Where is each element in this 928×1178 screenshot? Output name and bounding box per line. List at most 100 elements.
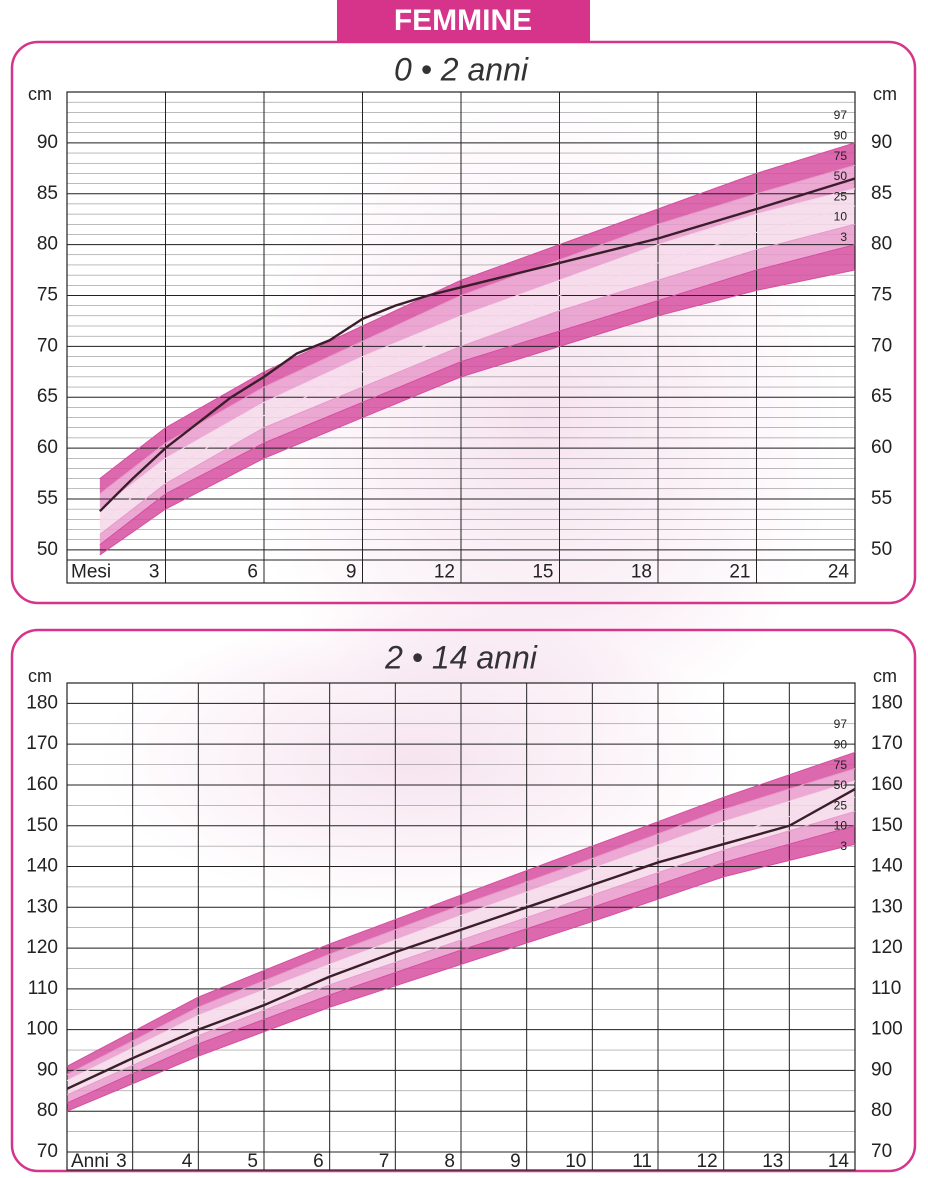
- y-tick-label: 65: [37, 386, 58, 407]
- plot-border: [66, 91, 856, 584]
- plot-border: [66, 682, 856, 1171]
- y-tick-label: 120: [26, 937, 58, 958]
- y-tick-label-right: 70: [871, 335, 892, 356]
- y-tick-label: 140: [26, 856, 58, 877]
- y-tick-label-right: 85: [871, 183, 892, 204]
- x-axis-label: Mesi: [71, 562, 111, 583]
- percentile-line: [66, 810, 856, 1096]
- x-tick-label: 18: [631, 562, 652, 583]
- y-unit-right: cm: [873, 666, 897, 686]
- measurement-line: [66, 787, 856, 1090]
- x-tick-label: 12: [697, 1151, 718, 1172]
- y-tick-label: 110: [28, 978, 58, 999]
- y-tick-label-right: 160: [871, 774, 903, 795]
- percentile-line: [99, 164, 856, 495]
- percentile-band: [99, 142, 856, 494]
- x-tick-label: 21: [729, 562, 750, 583]
- percentile-band: [99, 205, 856, 535]
- y-tick-label-right: 170: [871, 733, 903, 754]
- y-tick-label: 70: [37, 1141, 58, 1162]
- y-unit: cm: [28, 84, 52, 104]
- y-tick-label-right: 70: [871, 1141, 892, 1162]
- percentile-label: 90: [834, 128, 848, 142]
- header-title: FEMMINE: [394, 4, 532, 37]
- y-tick-label-right: 180: [871, 692, 903, 713]
- y-tick-label-right: 120: [871, 937, 903, 958]
- percentile-label: 90: [834, 737, 848, 751]
- y-tick-label: 180: [26, 692, 58, 713]
- percentile-label: 50: [834, 169, 848, 183]
- background-photo: [100, 610, 740, 910]
- y-tick-label: 80: [37, 1100, 58, 1121]
- y-unit-right: cm: [873, 84, 897, 104]
- y-tick-label: 170: [26, 733, 58, 754]
- y-tick-label-right: 65: [871, 386, 892, 407]
- y-tick-label-right: 90: [871, 1059, 892, 1080]
- percentile-line: [99, 205, 856, 523]
- percentile-band: [99, 224, 856, 545]
- x-tick-label: 7: [379, 1151, 390, 1172]
- y-tick-label: 85: [37, 183, 58, 204]
- percentile-label: 75: [834, 149, 848, 163]
- chart-title: 0 • 2 anni: [394, 51, 529, 87]
- y-tick-label: 60: [37, 437, 58, 458]
- x-tick-label: 11: [632, 1151, 652, 1172]
- x-tick-label: 9: [346, 562, 357, 583]
- x-tick-label: 3: [116, 1151, 127, 1172]
- y-tick-label: 90: [37, 132, 58, 153]
- percentile-line: [66, 780, 856, 1082]
- y-tick-label: 150: [26, 815, 58, 836]
- y-tick-label: 75: [37, 284, 58, 305]
- x-tick-label: 6: [247, 562, 258, 583]
- y-tick-label-right: 75: [871, 284, 892, 305]
- percentile-label: 50: [834, 778, 848, 792]
- y-tick-label-right: 60: [871, 437, 892, 458]
- y-tick-label-right: 55: [871, 488, 892, 509]
- percentile-label: 25: [834, 798, 848, 812]
- y-tick-label-right: 150: [871, 815, 903, 836]
- percentile-line: [99, 188, 856, 510]
- chart-title: 2 • 14 anni: [384, 639, 538, 675]
- x-tick-label: 12: [434, 562, 455, 583]
- x-tick-label: 9: [510, 1151, 521, 1172]
- x-axis-label: Anni: [71, 1151, 109, 1172]
- x-tick-label: 13: [762, 1151, 783, 1172]
- x-tick-label: 3: [149, 562, 160, 583]
- percentile-label: 3: [840, 839, 847, 853]
- y-tick-label-right: 130: [871, 896, 903, 917]
- chart-frame: [10, 628, 917, 1173]
- percentile-label: 10: [834, 210, 848, 224]
- y-tick-label-right: 100: [871, 1019, 903, 1040]
- percentile-line: [66, 751, 856, 1067]
- y-tick-label-right: 80: [871, 1100, 892, 1121]
- y-tick-label-right: 80: [871, 234, 892, 255]
- y-tick-label: 70: [37, 335, 58, 356]
- percentile-band: [99, 165, 856, 510]
- y-unit: cm: [28, 666, 52, 686]
- y-tick-label: 80: [37, 234, 58, 255]
- y-tick-label: 50: [37, 539, 58, 560]
- percentile-label: 25: [834, 189, 848, 203]
- percentile-line: [66, 768, 856, 1075]
- y-tick-label: 130: [26, 896, 58, 917]
- x-tick-label: 6: [313, 1151, 324, 1172]
- percentile-line: [99, 269, 856, 556]
- y-tick-label: 90: [37, 1059, 58, 1080]
- x-tick-label: 5: [247, 1151, 258, 1172]
- header-tab: [337, 0, 590, 42]
- percentile-label: 97: [834, 717, 848, 731]
- x-tick-label: 4: [182, 1151, 193, 1172]
- x-tick-label: 24: [828, 562, 850, 583]
- y-tick-label: 100: [26, 1019, 58, 1040]
- percentile-band: [67, 768, 855, 1081]
- percentile-line: [66, 825, 856, 1104]
- percentile-line: [66, 843, 856, 1112]
- percentile-label: 3: [840, 230, 847, 244]
- percentile-line: [66, 796, 856, 1090]
- percentile-line: [99, 244, 856, 546]
- x-tick-label: 15: [532, 562, 553, 583]
- y-tick-label: 160: [26, 774, 58, 795]
- chart-frame: [10, 40, 917, 605]
